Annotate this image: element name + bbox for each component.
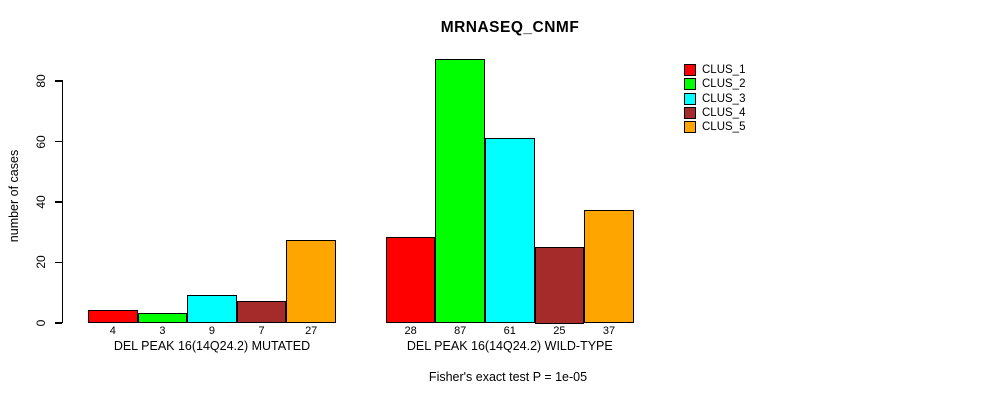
legend-swatch-icon [684,107,696,120]
y-tick [54,80,62,82]
y-tick-label: 60 [34,134,48,149]
bar-clus_1-group1 [88,309,138,324]
legend-label: CLUS_3 [702,92,746,105]
bar-value-label: 61 [503,325,516,337]
group-label: DEL PEAK 16(14Q24.2) MUTATED [113,339,311,353]
group-label: DEL PEAK 16(14Q24.2) WILD-TYPE [406,339,613,353]
legend-item-clus_4: CLUS_4 [684,106,745,120]
bar-value-label: 4 [109,325,116,337]
bar-clus_3-group2 [485,137,535,324]
legend-swatch-icon [684,92,696,105]
bar-clus_2-group1 [137,312,188,324]
legend: CLUS_1 CLUS_2 CLUS_3 CLUS_4 CLUS_5 [684,63,745,134]
bar-value-label: 28 [404,325,417,337]
y-tick-label: 0 [34,319,48,327]
legend-swatch-icon [684,78,696,91]
bar-value-label: 3 [159,325,166,337]
bar-clus_2-group2 [435,59,485,324]
legend-item-clus_5: CLUS_5 [684,120,745,134]
y-axis-line [61,80,63,324]
legend-swatch-icon [684,64,696,77]
bar-clus_1-group2 [385,237,436,324]
bar-clus_5-group2 [584,210,634,324]
fisher-test-note: Fisher's exact test P = 1e-05 [428,370,588,384]
bar-value-label: 9 [208,325,216,337]
bar-value-label: 25 [553,325,566,337]
legend-item-clus_2: CLUS_2 [684,77,745,91]
bar-clus_3-group1 [187,294,237,324]
bar-value-label: 87 [454,325,467,337]
y-tick [54,201,62,203]
legend-item-clus_3: CLUS_3 [684,92,745,106]
legend-label: CLUS_4 [702,107,746,120]
bar-value-label: 37 [602,325,616,337]
y-tick [54,140,62,143]
chart-title: MRNASEQ_CNMF [440,19,580,36]
legend-label: CLUS_2 [702,78,746,91]
y-tick-label: 80 [34,74,48,88]
bar-value-label: 27 [305,325,318,337]
bar-clus_5-group1 [286,240,336,324]
legend-swatch-icon [684,121,696,134]
y-tick [54,322,62,324]
legend-item-clus_1: CLUS_1 [684,63,745,77]
legend-label: CLUS_5 [702,121,746,134]
y-tick-label: 40 [34,195,48,209]
legend-label: CLUS_1 [702,64,746,77]
bar-value-label: 7 [258,325,265,337]
bar-clus_4-group1 [236,300,287,324]
y-tick [54,261,62,264]
bar-clus_4-group2 [534,246,585,324]
y-tick-label: 20 [34,255,48,270]
